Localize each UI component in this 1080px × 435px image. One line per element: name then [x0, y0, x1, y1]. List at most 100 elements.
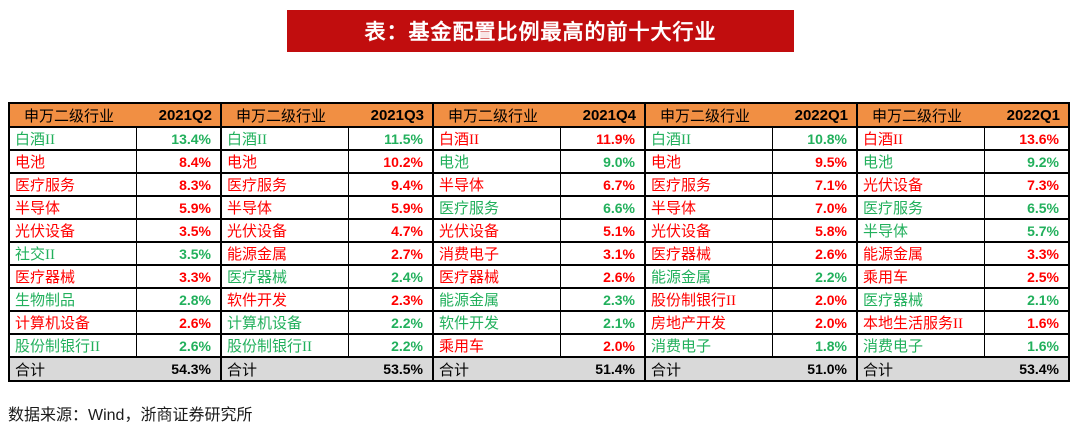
value-cell: 9.5%	[815, 153, 847, 170]
table-row: 软件开发 2.1%	[434, 312, 644, 335]
value-cell: 1.6%	[1027, 337, 1059, 354]
table-row: 白酒II 13.6%	[858, 128, 1068, 151]
table-row: 消费电子 1.6%	[858, 335, 1068, 358]
industry-cell: 计算机设备	[10, 312, 137, 333]
industry-cell: 半导体	[222, 197, 349, 218]
industry-cell: 光伏设备	[858, 174, 985, 195]
industry-cell: 电池	[646, 151, 773, 172]
total-value: 54.3%	[171, 361, 211, 377]
value-cell: 2.4%	[391, 268, 423, 285]
industry-cell: 半导体	[858, 220, 985, 241]
table-row: 股份制银行II 2.0%	[646, 289, 856, 312]
header-quarter-label: 2021Q2	[158, 106, 212, 124]
value-cell: 2.1%	[1027, 291, 1059, 308]
industry-cell: 股份制银行II	[10, 335, 137, 356]
value-cell: 3.5%	[179, 245, 211, 262]
industry-cell: 白酒II	[858, 128, 985, 149]
value-cell: 6.7%	[603, 176, 635, 193]
table-row: 股份制银行II 2.2%	[222, 335, 432, 358]
industry-cell: 电池	[222, 151, 349, 172]
quarter-group: 申万二级行业 2021Q2 白酒II 13.4% 电池 8.4% 医疗服务 8.3% 半导体 5.…	[10, 104, 222, 380]
table-row: 半导体 5.9%	[222, 197, 432, 220]
table-row: 医疗服务 7.1%	[646, 174, 856, 197]
table-row: 医疗器械 2.4%	[222, 266, 432, 289]
value-cell: 5.8%	[815, 222, 847, 239]
value-cell: 5.9%	[179, 199, 211, 216]
value-cell: 2.5%	[1027, 268, 1059, 285]
industry-table: 申万二级行业 2021Q2 白酒II 13.4% 电池 8.4% 医疗服务 8.3% 半导体 5.…	[8, 102, 1070, 382]
value-cell: 6.6%	[603, 199, 635, 216]
industry-cell: 房地产开发	[646, 312, 773, 333]
industry-cell: 消费电子	[858, 335, 985, 356]
table-row: 医疗器械 2.1%	[858, 289, 1068, 312]
industry-cell: 医疗器械	[222, 266, 349, 287]
header-quarter-label: 2022Q1	[794, 106, 848, 124]
table-row: 电池 8.4%	[10, 151, 220, 174]
value-cell: 2.0%	[815, 291, 847, 308]
table-row: 医疗服务 8.3%	[10, 174, 220, 197]
total-value: 51.0%	[807, 361, 847, 377]
total-value: 51.4%	[595, 361, 635, 377]
value-cell: 10.2%	[383, 153, 423, 170]
header-quarter-label: 2022Q1	[1006, 106, 1060, 124]
industry-cell: 消费电子	[434, 243, 561, 264]
table-row: 光伏设备 7.3%	[858, 174, 1068, 197]
industry-cell: 消费电子	[646, 335, 773, 356]
table-row: 社交II 3.5%	[10, 243, 220, 266]
table-row: 乘用车 2.5%	[858, 266, 1068, 289]
industry-cell: 光伏设备	[646, 220, 773, 241]
industry-cell: 医疗器械	[10, 266, 137, 287]
industry-cell: 软件开发	[222, 289, 349, 310]
header-industry-label: 申万二级行业	[24, 108, 115, 125]
industry-cell: 半导体	[10, 197, 137, 218]
industry-cell: 软件开发	[434, 312, 561, 333]
table-row: 半导体 5.9%	[10, 197, 220, 220]
industry-cell: 医疗器械	[434, 266, 561, 287]
value-cell: 2.6%	[603, 268, 635, 285]
industry-cell: 计算机设备	[222, 312, 349, 333]
table-row: 生物制品 2.8%	[10, 289, 220, 312]
value-cell: 13.6%	[1019, 130, 1059, 147]
industry-cell: 电池	[434, 151, 561, 172]
table-row: 半导体 7.0%	[646, 197, 856, 220]
value-cell: 2.6%	[815, 245, 847, 262]
industry-cell: 能源金属	[434, 289, 561, 310]
total-label: 合计	[227, 362, 258, 379]
table-row: 消费电子 3.1%	[434, 243, 644, 266]
header-industry-label: 申万二级行业	[448, 108, 539, 125]
header-quarter-label: 2021Q3	[370, 106, 424, 124]
table-row: 能源金属 3.3%	[858, 243, 1068, 266]
value-cell: 9.4%	[391, 176, 423, 193]
quarter-group: 申万二级行业 2021Q4 白酒II 11.9% 电池 9.0% 半导体 6.7% 医疗服务 6.…	[434, 104, 646, 380]
total-row: 合计 54.3%	[10, 358, 220, 380]
total-row: 合计 53.5%	[222, 358, 432, 380]
value-cell: 5.9%	[391, 199, 423, 216]
table-row: 白酒II 10.8%	[646, 128, 856, 151]
value-cell: 2.1%	[603, 314, 635, 331]
value-cell: 11.5%	[384, 130, 423, 147]
industry-cell: 股份制银行II	[646, 289, 773, 310]
industry-cell: 医疗服务	[222, 174, 349, 195]
quarter-group: 申万二级行业 2021Q3 白酒II 11.5% 电池 10.2% 医疗服务 9.4% 半导体 5…	[222, 104, 434, 380]
table-row: 医疗服务 6.5%	[858, 197, 1068, 220]
value-cell: 2.2%	[391, 337, 423, 354]
table-row: 能源金属 2.7%	[222, 243, 432, 266]
value-cell: 3.3%	[1027, 245, 1059, 262]
table-row: 白酒II 11.9%	[434, 128, 644, 151]
table-row: 光伏设备 5.1%	[434, 220, 644, 243]
industry-cell: 半导体	[434, 174, 561, 195]
value-cell: 9.2%	[1027, 153, 1059, 170]
total-label: 合计	[651, 362, 682, 379]
table-header-row: 申万二级行业 2021Q3	[222, 104, 432, 128]
table-row: 医疗器械 3.3%	[10, 266, 220, 289]
value-cell: 3.5%	[179, 222, 211, 239]
table-row: 股份制银行II 2.6%	[10, 335, 220, 358]
value-cell: 7.0%	[815, 199, 847, 216]
table-row: 白酒II 11.5%	[222, 128, 432, 151]
table-row: 能源金属 2.3%	[434, 289, 644, 312]
industry-cell: 本地生活服务II	[858, 312, 985, 333]
value-cell: 2.7%	[391, 245, 423, 262]
value-cell: 3.1%	[603, 245, 635, 262]
table-header-row: 申万二级行业 2022Q1	[858, 104, 1068, 128]
value-cell: 7.1%	[815, 176, 847, 193]
